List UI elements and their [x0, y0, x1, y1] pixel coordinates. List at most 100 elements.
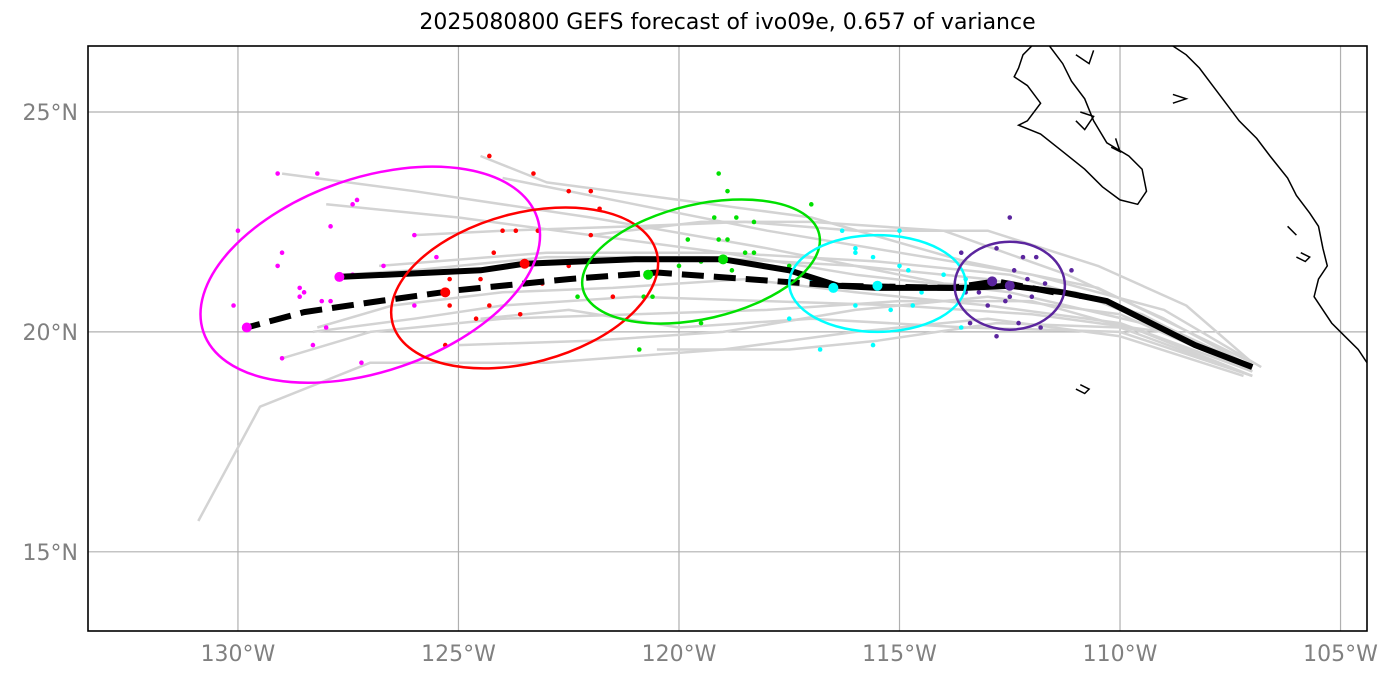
ensemble-point — [517, 312, 523, 317]
ensemble-point — [958, 250, 964, 256]
x-tick-label: 120°W — [642, 642, 717, 667]
uncertainty-ellipse — [580, 198, 822, 325]
y-tick-label: 15°N — [23, 541, 78, 566]
mean-point — [828, 282, 839, 293]
coastline-segment — [1110, 138, 1122, 154]
ensemble-point — [319, 298, 325, 304]
ensemble-point — [487, 153, 492, 159]
ensemble-point — [1029, 294, 1035, 300]
mean-tracks — [246, 256, 1254, 370]
ensemble-point — [685, 237, 691, 242]
ensemble-point — [610, 294, 616, 300]
ensemble-point — [588, 188, 594, 194]
ensemble-point — [919, 290, 924, 295]
coastline-segment — [1075, 111, 1095, 131]
ensemble-point — [1007, 215, 1013, 220]
ensemble-point — [817, 347, 823, 352]
ensemble-point — [1011, 268, 1017, 273]
ensemble-point — [734, 215, 739, 220]
mean-point — [987, 276, 998, 287]
ensemble-point — [513, 228, 519, 234]
coastline-segment — [1075, 384, 1091, 395]
ensemble-point — [323, 325, 329, 330]
ensemble-point — [897, 263, 902, 269]
ensemble-point — [853, 250, 858, 256]
ensemble-point — [1020, 254, 1026, 260]
ensemble-point — [478, 276, 483, 282]
ensemble-point — [575, 294, 580, 300]
ensemble-point — [531, 171, 536, 176]
mean-track-solid — [339, 256, 1254, 370]
mean-point — [334, 271, 345, 282]
ensemble-point — [698, 320, 704, 326]
ensemble-point — [588, 232, 594, 238]
ensemble-point — [994, 334, 999, 339]
ensemble-track — [480, 308, 1253, 378]
ensemble-point — [716, 237, 721, 242]
coastline-segment — [1287, 225, 1297, 236]
ensemble-point — [725, 237, 730, 242]
mean-point — [1004, 280, 1015, 291]
ensemble-point — [716, 171, 721, 176]
ensemble-point — [751, 250, 757, 256]
ensemble-point — [729, 268, 735, 273]
ensemble-point — [1038, 325, 1043, 330]
grid-lines — [88, 46, 1367, 631]
coastline-segment — [1013, 46, 1148, 206]
ensemble-point — [870, 254, 876, 260]
ensemble-point — [853, 303, 858, 308]
ensemble-track — [502, 176, 1262, 369]
ensemble-point — [359, 360, 364, 365]
mean-point — [872, 280, 883, 291]
ensemble-point — [725, 188, 730, 194]
x-tick-label: 115°W — [862, 642, 937, 667]
coastlines — [1013, 46, 1367, 395]
ensemble-point — [711, 215, 717, 220]
mean-point — [440, 287, 451, 298]
ensemble-point — [491, 250, 497, 256]
ensemble-track — [656, 321, 1253, 378]
ensemble-point — [976, 290, 982, 295]
x-tick-label: 105°W — [1303, 642, 1378, 667]
ensemble-point — [967, 320, 973, 326]
ensemble-track — [379, 251, 1253, 373]
ensemble-point — [297, 285, 302, 291]
ensemble-point — [279, 355, 285, 361]
ensemble-point — [412, 232, 417, 238]
scatter-points — [231, 153, 1083, 365]
ensemble-tracks — [197, 154, 1262, 522]
ensemble-point — [1033, 254, 1039, 260]
coastline-segment — [1172, 93, 1189, 104]
ensemble-point — [808, 202, 814, 207]
uncertainty-ellipse — [389, 206, 660, 370]
ensemble-point — [310, 342, 316, 348]
ensemble-point — [676, 263, 682, 269]
ensemble-point — [500, 228, 505, 234]
mean-point — [519, 258, 530, 269]
y-tick-label: 25°N — [23, 101, 78, 126]
ensemble-point — [994, 246, 999, 251]
ensemble-point — [897, 228, 902, 234]
ensemble-point — [279, 250, 285, 256]
ensemble-point — [434, 254, 439, 260]
mean-track-dashed — [246, 269, 1055, 331]
ensemble-track — [316, 277, 1253, 373]
ensemble-point — [1042, 281, 1048, 286]
ensemble-point — [870, 342, 876, 348]
ensemble-point — [328, 224, 333, 229]
coastline-segment — [1172, 46, 1367, 364]
ensemble-point — [315, 171, 320, 176]
uncertainty-ellipse — [787, 233, 967, 334]
coastline-segment — [1075, 50, 1095, 65]
ensemble-point — [275, 171, 280, 176]
ensemble-point — [1007, 294, 1013, 300]
ensemble-point — [1003, 298, 1008, 304]
ensemble-point — [566, 188, 572, 194]
x-tick-label: 110°W — [1083, 642, 1158, 667]
ensemble-point — [1016, 320, 1021, 326]
ensemble-point — [888, 307, 893, 313]
x-tick-label: 125°W — [421, 642, 496, 667]
uncertainty-ellipse — [953, 240, 1067, 331]
ensemble-point — [354, 197, 360, 203]
